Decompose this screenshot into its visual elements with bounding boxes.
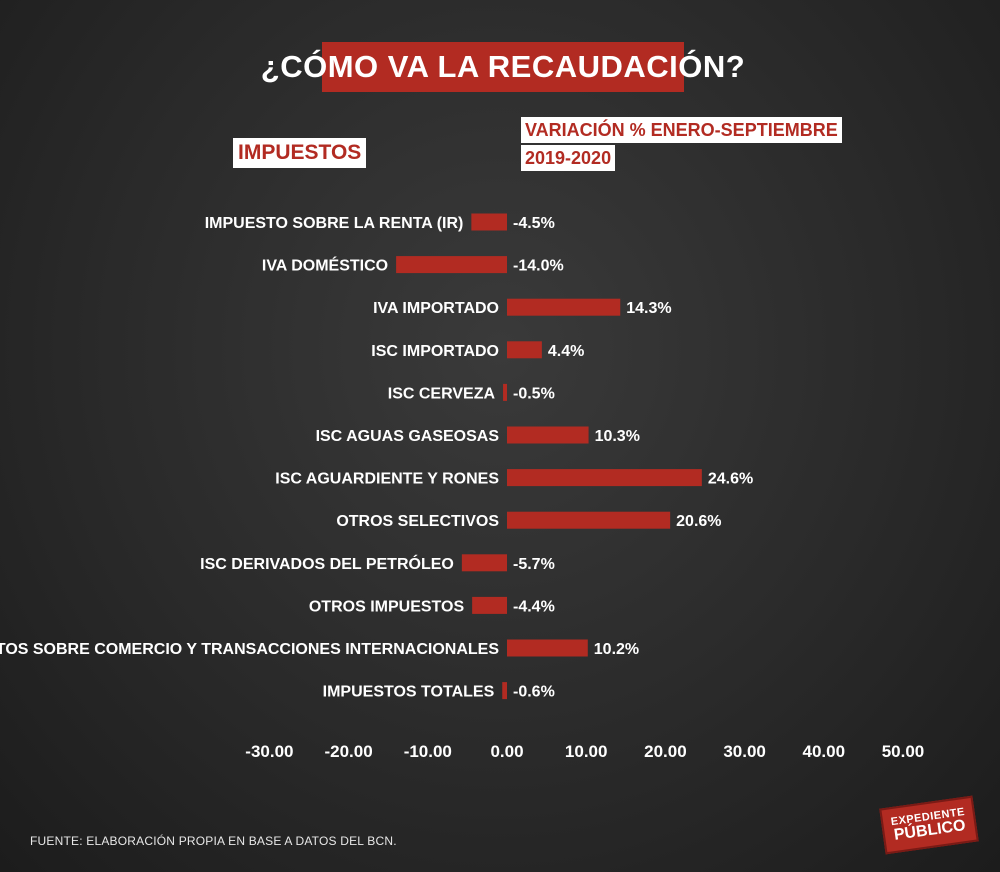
bar-6 — [507, 469, 702, 487]
category-label-5: ISC AGUAS GASEOSAS — [316, 428, 500, 445]
bar-8 — [461, 554, 507, 572]
category-label-10: IMPUESTOS SOBRE COMERCIO Y TRANSACCIONES… — [0, 641, 499, 658]
data-label-8: -5.7% — [513, 556, 555, 573]
category-label-2: IVA IMPORTADO — [373, 300, 499, 317]
data-label-3: 4.4% — [548, 343, 584, 360]
data-label-0: -4.5% — [513, 215, 555, 232]
bar-7 — [507, 511, 671, 529]
category-label-6: ISC AGUARDIENTE Y RONES — [275, 471, 499, 488]
category-label-11: IMPUESTOS TOTALES — [323, 684, 495, 701]
data-label-4: -0.5% — [513, 385, 555, 402]
source-note: FUENTE: ELABORACIÓN PROPIA EN BASE A DAT… — [30, 834, 397, 848]
bar-3 — [507, 341, 542, 359]
chart-title: ¿CÓMO VA LA RECAUDACIÓN? — [261, 42, 745, 92]
categories-column-label: IMPUESTOS — [233, 138, 367, 168]
x-tick-label-2: -10.00 — [404, 742, 452, 761]
data-label-7: 20.6% — [676, 513, 721, 530]
category-label-0: IMPUESTO SOBRE LA RENTA (IR) — [205, 215, 464, 232]
x-tick-label-5: 20.00 — [644, 742, 687, 761]
bar-9 — [472, 596, 507, 614]
bar-10 — [507, 639, 588, 657]
data-label-1: -14.0% — [513, 258, 564, 275]
category-label-8: ISC DERIVADOS DEL PETRÓLEO — [200, 554, 454, 573]
x-tick-label-1: -20.00 — [324, 742, 372, 761]
x-tick-label-6: 30.00 — [723, 742, 766, 761]
bar-0 — [471, 213, 507, 231]
bar-1 — [396, 256, 507, 274]
values-column-label-line2: 2019-2020 — [521, 145, 616, 171]
data-label-11: -0.6% — [513, 684, 555, 701]
x-tick-label-8: 50.00 — [882, 742, 925, 761]
category-label-7: OTROS SELECTIVOS — [336, 513, 499, 530]
data-label-10: 10.2% — [594, 641, 639, 658]
x-tick-label-3: 0.00 — [490, 742, 523, 761]
values-column-label-line1: VARIACIÓN % ENERO-SEPTIEMBRE — [521, 117, 842, 143]
category-label-4: ISC CERVEZA — [388, 385, 496, 402]
bar-5 — [507, 426, 589, 444]
bar-2 — [507, 298, 621, 316]
data-label-5: 10.3% — [595, 428, 640, 445]
data-label-9: -4.4% — [513, 598, 555, 615]
category-label-9: OTROS IMPUESTOS — [309, 598, 465, 615]
bar-4 — [503, 383, 507, 401]
data-label-2: 14.3% — [626, 300, 671, 317]
x-tick-label-7: 40.00 — [803, 742, 846, 761]
category-label-1: IVA DOMÉSTICO — [262, 256, 388, 275]
x-tick-label-4: 10.00 — [565, 742, 608, 761]
x-tick-label-0: -30.00 — [245, 742, 293, 761]
data-label-6: 24.6% — [708, 471, 753, 488]
bar-11 — [502, 682, 507, 700]
category-label-3: ISC IMPORTADO — [371, 343, 499, 360]
